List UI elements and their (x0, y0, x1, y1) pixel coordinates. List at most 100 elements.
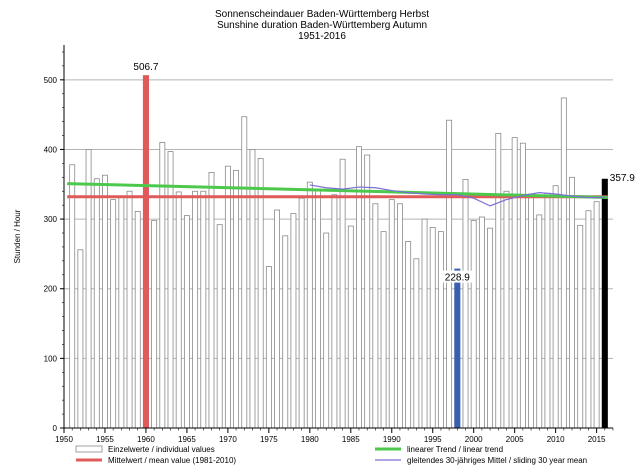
bar (585, 210, 592, 429)
bar (593, 201, 600, 429)
bar (339, 158, 346, 429)
bar (69, 164, 76, 429)
legend-label: Einzelwerte / individual values (108, 445, 215, 454)
bar (470, 220, 477, 429)
highlight-label: 506.7 (133, 62, 158, 73)
title-line: Sunshine duration Baden-Württemberg Autu… (217, 20, 427, 31)
bar (323, 232, 330, 429)
x-tick-label: 1965 (178, 435, 196, 444)
x-tick-label: 1970 (219, 435, 237, 444)
highlight-labels: 506.7 228.9 357.9 (133, 62, 635, 283)
y-tick-label: 500 (44, 76, 58, 85)
x-tick-label: 2015 (588, 435, 606, 444)
legend: Einzelwerte / individual values linearer … (75, 445, 587, 465)
bar (569, 176, 575, 429)
bar (290, 213, 297, 429)
bar (257, 158, 264, 429)
trend-line (67, 182, 608, 200)
legend-label: linearer Trend / linear trend (407, 445, 503, 454)
bar (388, 199, 395, 429)
y-tick-label: 0 (53, 424, 58, 433)
bar (233, 169, 240, 429)
bars (69, 75, 608, 429)
highlight-label: 357.9 (610, 173, 635, 184)
title-line: 1951-2016 (298, 31, 346, 42)
bar (413, 258, 420, 429)
bar (421, 218, 428, 429)
bar (175, 191, 182, 429)
x-tick-label: 2005 (506, 435, 524, 444)
bar (397, 203, 403, 429)
bar-highlight (142, 75, 149, 429)
x-tick-label: 2010 (547, 435, 565, 444)
label-background (440, 270, 475, 283)
y-tick-label: 200 (44, 285, 58, 294)
x-tick-label: 1955 (96, 435, 114, 444)
bar (315, 189, 321, 429)
bar (216, 224, 223, 429)
bar (241, 116, 248, 429)
x-tick-label: 2000 (465, 435, 483, 444)
bar (298, 197, 305, 429)
bar (380, 231, 387, 429)
bar (462, 178, 469, 429)
highlight-label: 228.9 (445, 273, 470, 284)
bar (77, 249, 84, 429)
bar (85, 149, 92, 429)
bar (347, 225, 354, 429)
bar (118, 195, 125, 429)
bar (372, 203, 379, 429)
bar (503, 190, 510, 429)
x-tick-label: 1995 (424, 435, 442, 444)
y-axis-label: Stunden / Hour (13, 209, 22, 263)
bar (429, 227, 436, 429)
bar (208, 172, 215, 429)
legend-swatch-box (75, 445, 103, 453)
x-tick-label: 1985 (342, 435, 360, 444)
bar (405, 240, 412, 429)
sliding-mean-line (309, 184, 605, 207)
bar (93, 178, 100, 429)
bar (126, 190, 133, 429)
legend-label: Mittelwert / mean value (1981-2010) (108, 456, 236, 465)
x-tick-label: 1960 (137, 435, 155, 444)
bar (110, 199, 117, 429)
bar (478, 216, 485, 429)
axes: 0 100 200 300 400 500 1950 1955 1960 1965 1970 1975… (13, 45, 614, 444)
chart-title: Sonnenscheindauer Baden-Württemberg Herb… (215, 9, 429, 42)
legend-label: gleitendes 30-jähriges Mittel / sliding … (407, 456, 587, 465)
bar (102, 174, 108, 429)
bar (265, 266, 272, 429)
bar (519, 142, 526, 429)
bar (437, 231, 444, 429)
x-tick-label: 1950 (55, 435, 73, 444)
bar (552, 185, 559, 429)
y-tick-label: 300 (44, 215, 58, 224)
bar (282, 235, 289, 429)
bar (183, 215, 190, 429)
bar (495, 133, 502, 429)
bar (331, 194, 338, 429)
bar (200, 190, 207, 429)
x-tick-label: 1990 (383, 435, 401, 444)
bar (167, 151, 174, 429)
bar (487, 227, 494, 429)
bar (249, 149, 256, 429)
bar (577, 224, 584, 429)
bar (224, 165, 231, 429)
series-lines (67, 182, 608, 207)
y-tick-label: 400 (44, 145, 58, 154)
bar (511, 137, 518, 429)
bar (536, 214, 543, 429)
bar (134, 211, 141, 429)
bar-highlight (454, 268, 461, 428)
bar (356, 146, 362, 429)
x-tick-label: 1980 (301, 435, 319, 444)
bar (544, 192, 551, 429)
bar-highlight (601, 178, 608, 428)
bar (274, 209, 280, 429)
bar (528, 193, 534, 429)
bar (192, 190, 199, 429)
bar (560, 97, 567, 429)
